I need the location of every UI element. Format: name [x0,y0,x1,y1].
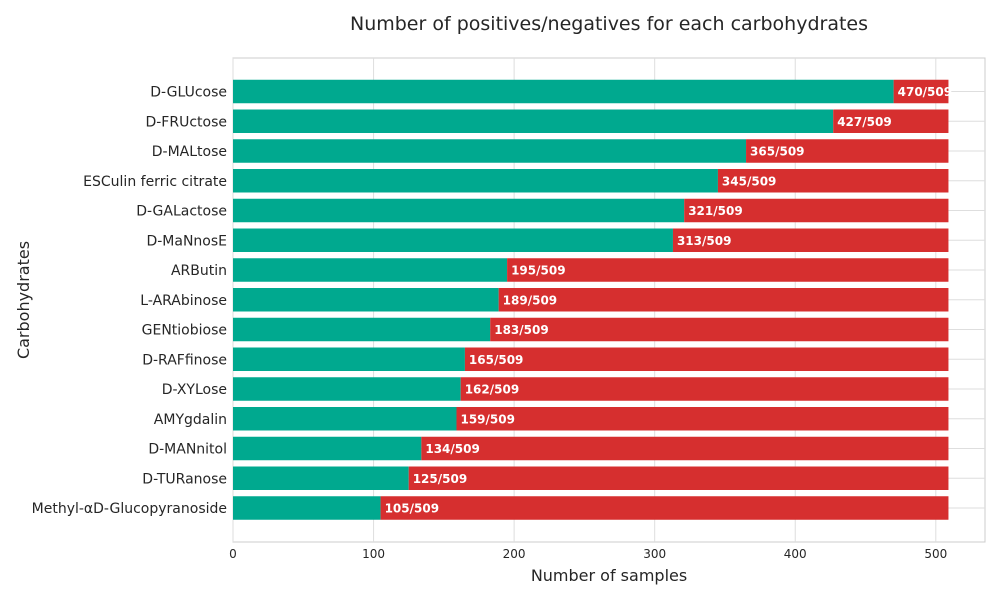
bar-data-label: 105/509 [385,502,439,516]
x-tick-label: 300 [643,547,666,561]
x-tick-labels: 0 100 200 300 400 500 [229,547,947,561]
bar-negative [507,258,949,282]
x-tick-label: 500 [924,547,947,561]
bar-positive [233,466,409,490]
bar-data-label: 159/509 [460,412,514,426]
bar-positive [233,436,422,461]
bar-negative [408,466,949,490]
x-tick-label: 0 [229,547,237,561]
y-tick-labels: D-GLUcose D-FRUctose D-MALtose ESCulin ferr… [32,85,227,518]
bar-data-label: 162/509 [465,383,519,397]
x-tick-label: 200 [503,547,526,561]
y-tick-label: AMYgdalin [154,412,227,428]
bar-data-label: 321/509 [688,204,742,218]
bar-data-label: 427/509 [837,115,891,129]
bar-negative [464,347,949,371]
y-tick-label: Methyl-αD-Glucopyranoside [32,501,227,517]
y-tick-label: D-TURanose [142,471,227,487]
bar-negative [456,407,949,431]
y-tick-label: D-GALactose [136,204,227,220]
bar-data-label: 165/509 [469,353,523,367]
bars [233,79,949,520]
y-tick-label: L-ARAbinose [140,293,227,309]
bar-data-label: 470/509 [898,85,952,99]
bar-positive [233,258,508,282]
bar-positive [233,377,461,401]
y-tick-label: D-FRUctose [145,114,227,130]
bar-negative [717,169,949,193]
bar-negative [672,228,949,252]
bar-positive [233,109,834,133]
y-axis-title: Carbohydrates [14,241,33,359]
y-tick-label: ESCulin ferric citrate [83,174,227,190]
y-tick-label: D-XYLose [162,382,227,398]
y-tick-label: D-GLUcose [150,85,227,101]
x-tick-label: 400 [784,547,807,561]
y-tick-label: D-MANnitol [148,442,227,458]
bar-data-label: 183/509 [494,323,548,337]
bar-positive [233,496,381,520]
bar-negative [684,198,949,223]
bar-data-label: 189/509 [503,293,557,307]
bar-negative [746,139,949,163]
y-tick-label: ARButin [171,263,227,279]
bar-negative [490,317,949,342]
bar-positive [233,198,685,223]
bar-positive [233,228,673,252]
bar-positive [233,407,457,431]
bar-data-label: 345/509 [722,174,776,188]
bar-positive [233,79,894,104]
bar-negative [498,288,949,312]
x-tick-label: 100 [362,547,385,561]
y-tick-label: GENtiobiose [142,323,227,339]
bar-data-label: 313/509 [677,234,731,248]
bar-positive [233,169,718,193]
bar-negative [460,377,949,401]
bar-labels: 470/509 427/509 365/509 345/509 321/509 313/5… [385,85,953,516]
bar-positive [233,317,491,342]
bar-positive [233,139,747,163]
bar-positive [233,347,465,371]
bar-positive [233,288,499,312]
y-tick-label: D-MALtose [152,144,227,160]
y-tick-label: D-MaNnosE [146,233,227,249]
bar-data-label: 125/509 [413,472,467,486]
x-axis-title: Number of samples [531,566,687,585]
chart-title: Number of positives/negatives for each c… [350,13,868,35]
bar-data-label: 195/509 [511,264,565,278]
bar-negative [893,79,949,104]
bar-negative [380,496,949,520]
bar-data-label: 365/509 [750,145,804,159]
y-tick-label: D-RAFfinose [142,352,227,368]
bar-data-label: 134/509 [425,442,479,456]
bar-negative [833,109,949,133]
bar-negative [421,436,949,461]
